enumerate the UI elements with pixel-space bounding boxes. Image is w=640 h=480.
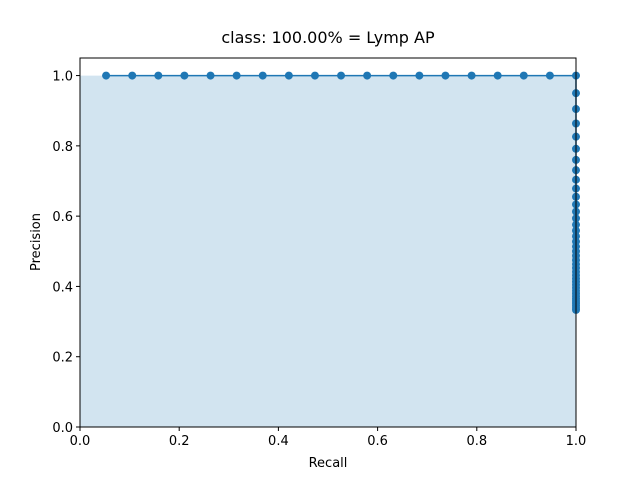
x-tick-label: 0.2 — [169, 434, 190, 449]
point — [337, 71, 346, 80]
point — [467, 71, 476, 80]
point — [102, 71, 111, 80]
point — [128, 71, 137, 80]
point — [363, 71, 372, 80]
y-tick-label: 0.6 — [52, 210, 73, 225]
point — [389, 71, 398, 80]
x-tick-label: 0.8 — [466, 434, 487, 449]
x-tick-label: 0.0 — [70, 434, 91, 449]
point — [206, 71, 215, 80]
point — [258, 71, 267, 80]
axes-frame — [79, 57, 577, 428]
x-axis-label: Recall — [309, 456, 348, 471]
point — [154, 71, 163, 80]
x-tick-label: 0.6 — [367, 434, 388, 449]
point — [232, 71, 241, 80]
y-axis-label: Precision — [29, 213, 44, 271]
point — [545, 71, 554, 80]
point — [284, 71, 293, 80]
point — [180, 71, 189, 80]
x-tick-label: 1.0 — [566, 434, 587, 449]
point — [310, 71, 319, 80]
y-tick-label: 0.4 — [52, 280, 73, 295]
x-tick-label: 0.4 — [268, 434, 289, 449]
point — [415, 71, 424, 80]
y-tick-label: 0.2 — [52, 351, 73, 366]
point — [493, 71, 502, 80]
area-fill — [80, 75, 576, 428]
point — [519, 71, 528, 80]
point — [441, 71, 450, 80]
y-tick-label: 0.0 — [52, 421, 73, 436]
y-tick-label: 1.0 — [52, 70, 73, 85]
chart-title: class: 100.00% = Lymp AP — [221, 28, 435, 47]
y-tick-label: 0.8 — [52, 140, 73, 155]
